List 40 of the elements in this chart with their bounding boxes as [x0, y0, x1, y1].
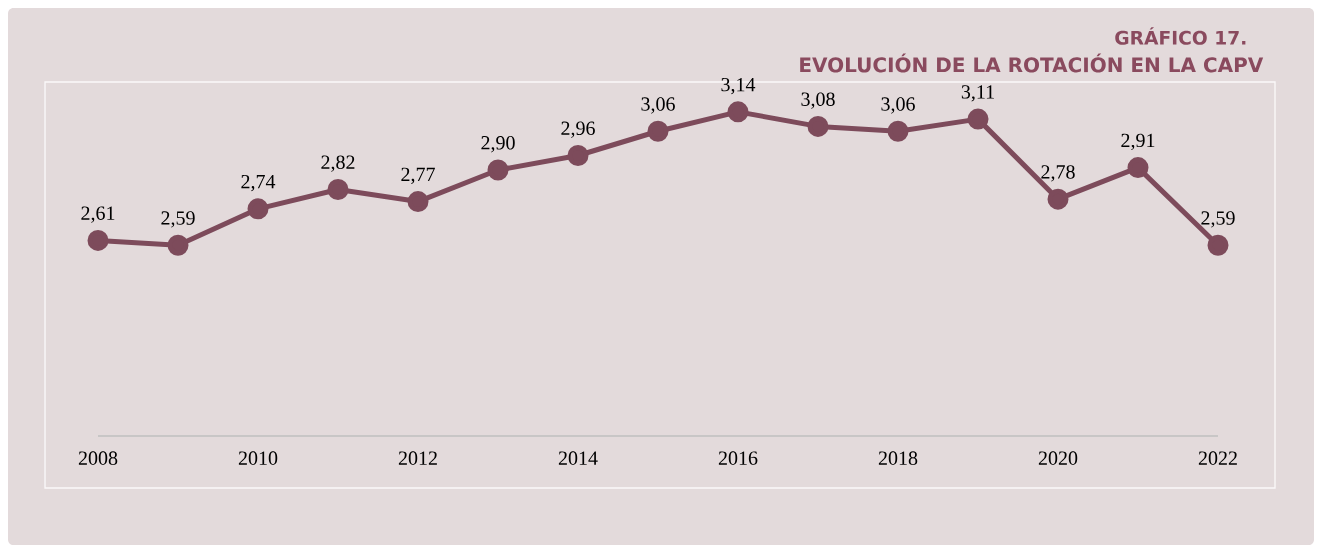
point [887, 120, 909, 142]
x-tick-label: 2018 [878, 451, 918, 465]
x-tick-label: 2022 [1198, 451, 1237, 465]
point [1127, 157, 1149, 179]
data-label: 2,59 [161, 211, 195, 228]
point [647, 120, 669, 142]
x-tick-label: 2012 [398, 451, 437, 465]
point [407, 191, 429, 213]
x-tick-label: 2020 [1038, 451, 1078, 465]
data-label: 3,06 [641, 97, 675, 114]
x-tick-label: 2010 [238, 451, 278, 465]
point [247, 198, 269, 220]
data-label: 2,78 [1041, 165, 1075, 182]
x-tick-label: 2008 [78, 451, 118, 465]
point [87, 229, 109, 251]
data-label: 3,14 [721, 77, 756, 95]
chart-subtitle: EVOLUCIÓN DE LA ROTACIÓN EN LA CAPV [800, 53, 1264, 73]
x-tick-label: 2014 [558, 451, 598, 465]
point [327, 178, 349, 200]
data-label: 2,91 [1121, 133, 1155, 151]
data-label: 2,90 [481, 136, 515, 153]
data-label: 2,61 [81, 206, 115, 223]
point [167, 234, 189, 256]
data-label: 2,77 [401, 167, 435, 184]
point [727, 101, 749, 123]
point [1207, 234, 1229, 256]
data-label: 3,08 [801, 92, 835, 109]
point [487, 159, 509, 181]
data-label: 3,06 [881, 97, 915, 114]
data-label: 3,11 [961, 85, 994, 102]
x-tick-label: 2016 [718, 451, 758, 465]
point [1047, 188, 1069, 210]
data-label: 2,82 [321, 155, 355, 172]
point [967, 108, 989, 130]
data-label: 2,96 [561, 121, 595, 138]
data-label: 2,59 [1201, 211, 1235, 228]
data-label: 2,74 [241, 174, 276, 192]
chart-title: GRÁFICO 17. [1115, 27, 1246, 45]
point [807, 115, 829, 137]
point [567, 144, 589, 166]
